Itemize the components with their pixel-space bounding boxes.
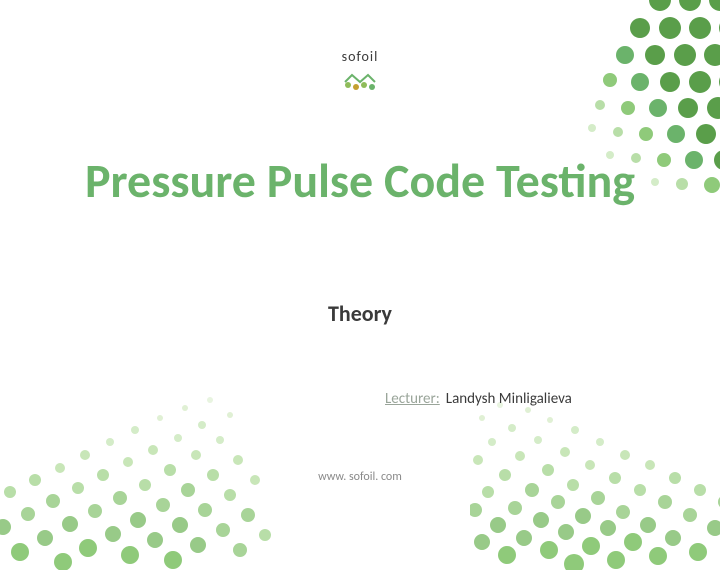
- lecturer-label: Lecturer:: [385, 390, 440, 408]
- footer-url: www. sofoil. com: [318, 470, 402, 484]
- logo-icon: [340, 67, 380, 97]
- slide-title: Pressure Pulse Code Testing: [36, 155, 684, 208]
- company-logo: sofoil: [340, 48, 380, 97]
- logo-text: sofoil: [340, 48, 380, 65]
- slide-subtitle: Theory: [328, 300, 392, 327]
- lecturer-name: Landysh Minligalieva: [446, 390, 572, 408]
- lecturer-info: Lecturer: Landysh Minligalieva: [385, 390, 572, 408]
- dot-pattern-bottom-left: [0, 370, 290, 570]
